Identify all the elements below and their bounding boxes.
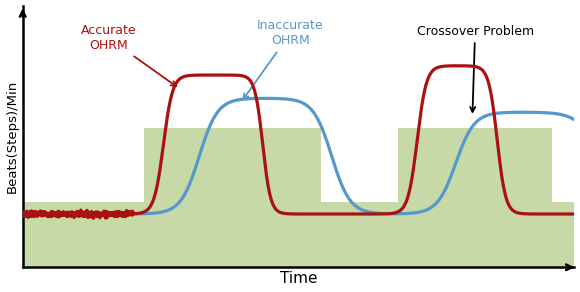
Text: Inaccurate
OHRM: Inaccurate OHRM	[244, 19, 324, 99]
Bar	[398, 128, 552, 267]
X-axis label: Time: Time	[280, 272, 317, 286]
Text: Accurate
OHRM: Accurate OHRM	[81, 24, 176, 86]
Y-axis label: Beats(Steps)/Min: Beats(Steps)/Min	[6, 80, 19, 193]
Bar	[23, 202, 574, 267]
Text: Crossover Problem: Crossover Problem	[416, 25, 534, 112]
Bar	[144, 128, 321, 267]
